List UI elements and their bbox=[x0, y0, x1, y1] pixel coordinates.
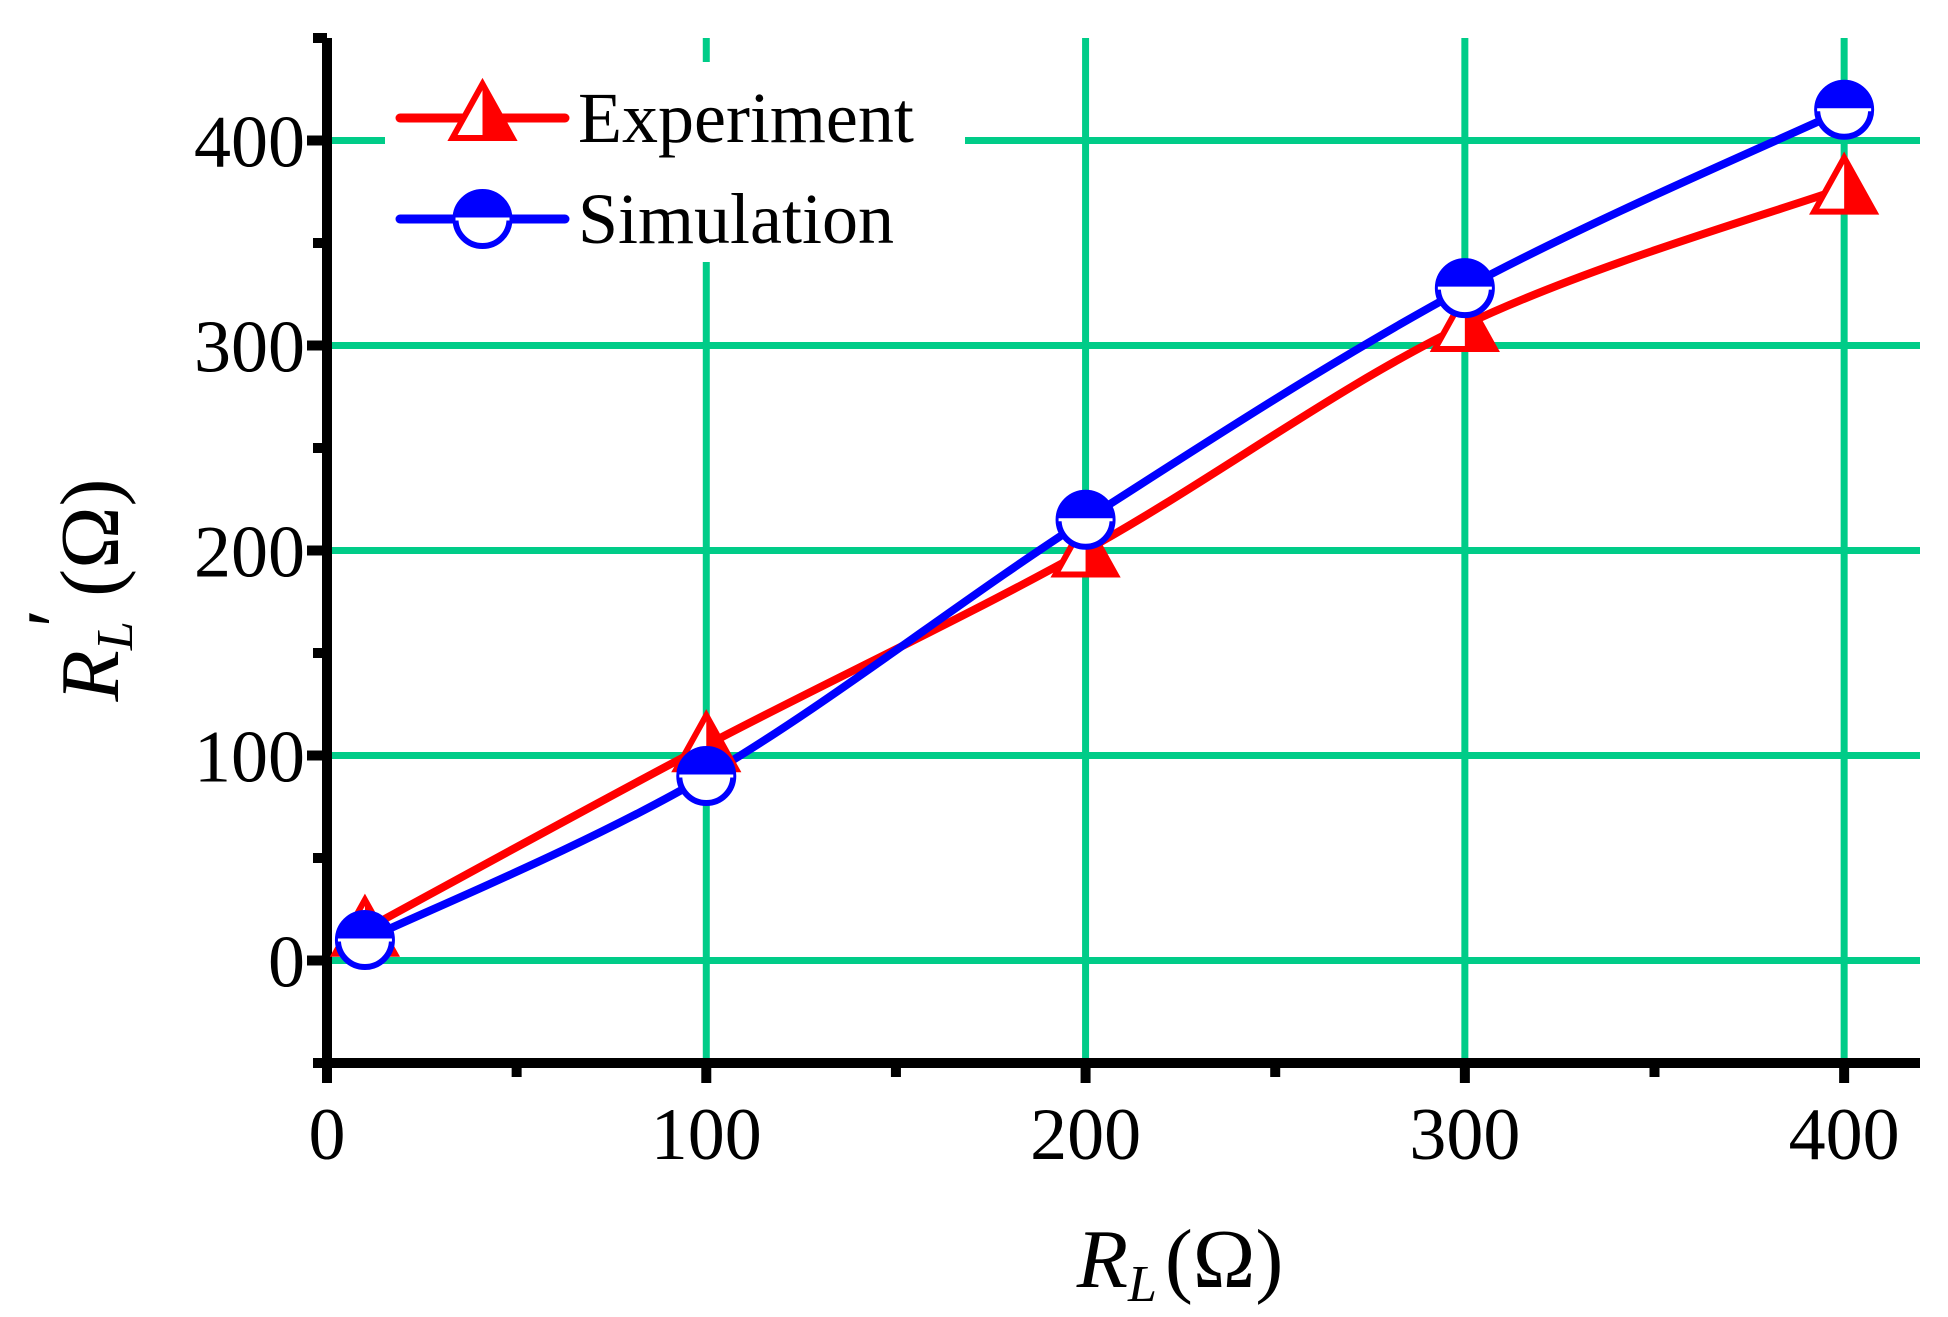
legend: Experiment Simulation bbox=[385, 62, 965, 262]
simulation-point-300 bbox=[1434, 258, 1495, 319]
x-tick-label-400: 400 bbox=[1789, 1094, 1900, 1176]
y-axis-title-subscript: L bbox=[87, 621, 144, 651]
simulation-point-10 bbox=[334, 910, 395, 970]
experiment-point-400-fill bbox=[1844, 157, 1875, 212]
simulation-point-400 bbox=[1814, 79, 1875, 140]
x-axis-title-symbol: R bbox=[1076, 1213, 1128, 1306]
x-axis-title-subscript: L bbox=[1127, 1256, 1157, 1313]
y-tick-label-100: 100 bbox=[194, 717, 305, 799]
y-axis-title: RL′ (Ω) bbox=[10, 479, 144, 703]
grid bbox=[327, 38, 1920, 1063]
x-axis-title: RL(Ω) bbox=[1076, 1213, 1284, 1313]
x-tick-label-0: 0 bbox=[309, 1094, 346, 1176]
legend-marker-experiment bbox=[447, 77, 518, 141]
x-tick-label-200: 200 bbox=[1030, 1094, 1141, 1176]
simulation-point-100 bbox=[676, 746, 737, 806]
legend-marker-simulation bbox=[452, 189, 513, 249]
y-axis-title-unit: (Ω) bbox=[44, 479, 137, 597]
experiment-point-400 bbox=[1809, 151, 1880, 215]
legend-label-simulation: Simulation bbox=[578, 179, 894, 259]
y-axis-title-symbol: R bbox=[44, 650, 137, 702]
series bbox=[329, 79, 1880, 970]
simulation-point-200 bbox=[1055, 489, 1116, 550]
x-tick-label-100: 100 bbox=[651, 1094, 762, 1176]
y-tick-label-400: 400 bbox=[194, 102, 305, 184]
legend-marker-experiment-fill bbox=[482, 84, 513, 138]
y-axis-title-prime: ′ bbox=[10, 609, 103, 627]
y-tick-label-300: 300 bbox=[194, 307, 305, 389]
legend-label-experiment: Experiment bbox=[578, 78, 914, 158]
x-tick-label-300: 300 bbox=[1409, 1094, 1520, 1176]
x-axis-title-unit: (Ω) bbox=[1165, 1213, 1283, 1306]
tick-labels: 0 100 200 300 400 0 100 200 300 400 bbox=[194, 102, 1900, 1177]
y-tick-label-0: 0 bbox=[268, 922, 305, 1004]
axes bbox=[307, 33, 1920, 1083]
y-tick-label-200: 200 bbox=[194, 512, 305, 594]
